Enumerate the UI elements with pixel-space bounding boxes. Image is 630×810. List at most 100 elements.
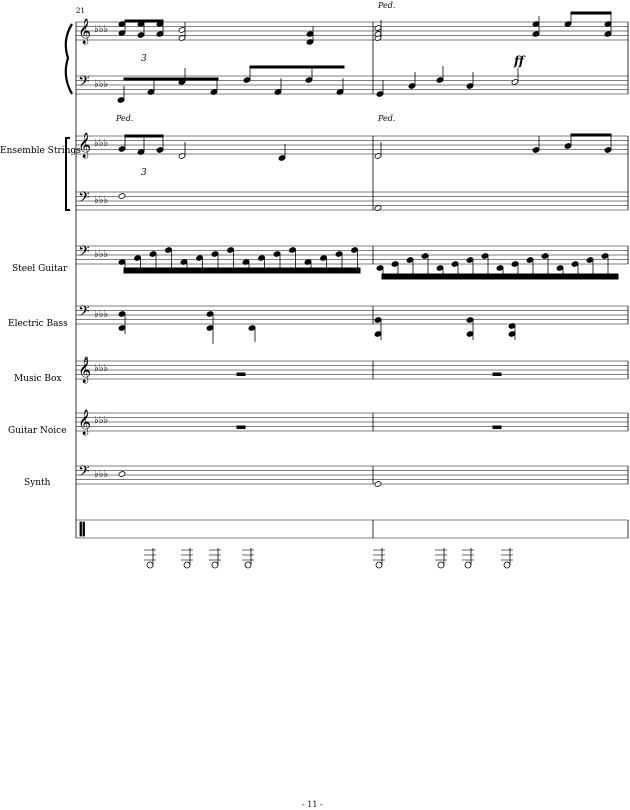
treble-clef-icon: 𝄞 [78,357,91,383]
notehead [118,311,126,317]
notehead [601,253,609,259]
percussion-clef [79,521,82,537]
beam [124,134,164,138]
notehead [206,311,214,317]
flat-icon: ♭♭♭ [94,24,108,35]
whole-rest [492,372,502,376]
flat-icon: ♭♭♭ [94,79,108,90]
percussion-note [244,561,252,569]
notehead [288,247,297,253]
flat-icon: ♭♭♭ [94,363,108,374]
notehead [133,255,142,261]
notehead [149,251,157,257]
treble-clef-icon: 𝄞 [78,409,91,435]
notehead [481,253,489,259]
beam [381,273,619,277]
percussion-note [375,561,383,569]
system-braces [64,23,73,211]
notehead [257,255,266,261]
bass-clef-icon: 𝄢 [78,189,90,210]
notehead [421,253,429,259]
percussion-clef [82,521,85,537]
notehead [391,261,399,267]
label-steel-guitar: Steel Guitar [12,264,68,274]
percussion-note [183,561,191,569]
beam [123,77,219,81]
notehead [586,257,594,263]
notehead [496,265,504,271]
beam [381,276,619,280]
barlines [75,22,629,538]
notehead [211,251,219,257]
notehead [335,251,343,257]
piano-brace [64,23,73,95]
flat-icon: ♭♭♭ [94,415,108,426]
bass-clef-icon: 𝄢 [78,73,90,94]
label-music-box: Music Box [14,374,62,384]
notehead [466,317,474,323]
notehead [508,323,516,329]
percussion-note [464,561,472,569]
strings-bracket [65,137,70,211]
notehead [376,265,384,271]
notehead [374,481,382,487]
bass-clef-icon: 𝄢 [78,303,90,324]
notehead [180,259,188,265]
triplet-2: 3 [141,168,147,178]
notehead [374,205,382,211]
percussion-note [437,561,445,569]
whole-rest [492,425,502,429]
notehead [406,257,414,263]
notehead [242,259,250,265]
notehead [248,325,256,331]
treble-clef-icon: 𝄞 [78,18,91,44]
label-electric-bass: Electric Bass [8,319,68,329]
notehead [118,193,126,199]
flat-icon: ♭♭♭ [94,309,108,320]
notehead [571,261,579,267]
beam [123,267,361,271]
percussion-note [503,561,511,569]
whole-rest [236,372,246,376]
notehead [118,471,126,477]
beam [570,133,612,137]
notehead [556,265,564,271]
flat-icon: ♭♭♭ [94,138,108,149]
beam [249,65,345,69]
percussion-note [211,561,219,569]
notes [117,11,619,569]
notehead [304,259,312,265]
dynamic-ff: ff [514,54,524,68]
notehead [195,255,204,261]
pedal-marking-2: Ped. [378,114,396,123]
notehead [511,261,519,267]
notehead [436,265,444,271]
beam [124,19,164,23]
notehead [319,255,328,261]
flat-icon: ♭♭♭ [94,195,108,206]
flat-icon: ♭♭♭ [94,469,108,480]
beam [123,270,361,274]
notehead [451,261,459,267]
beam [570,11,612,15]
staff-lines [76,21,628,539]
pedal-marking-1: Ped. [116,114,134,123]
label-guitar-noice: Guitar Noice [8,426,67,436]
notehead [526,257,534,263]
label-synth: Synth [24,478,51,488]
percussion-note [146,561,154,569]
measure-number: 21 [76,7,85,15]
whole-rest [236,425,246,429]
notehead [541,253,549,259]
flat-icon: ♭♭♭ [94,249,108,260]
octave-marker: 8 [84,356,89,364]
notehead [273,251,281,257]
notehead [350,247,359,253]
clefs-and-keys: 𝄞 ♭♭♭𝄞 ♭♭♭𝄞 ♭♭♭𝄞 ♭♭♭𝄢 ♭♭♭𝄢 ♭♭♭𝄢 ♭♭♭𝄢 ♭♭♭𝄢 ♭♭♭ [78,18,108,484]
notehead [374,317,382,323]
bass-clef-icon: 𝄢 [78,463,90,484]
page-number: - 11 - [302,800,323,809]
triplet-1: 3 [141,54,147,64]
treble-clef-icon: 𝄞 [78,132,91,158]
